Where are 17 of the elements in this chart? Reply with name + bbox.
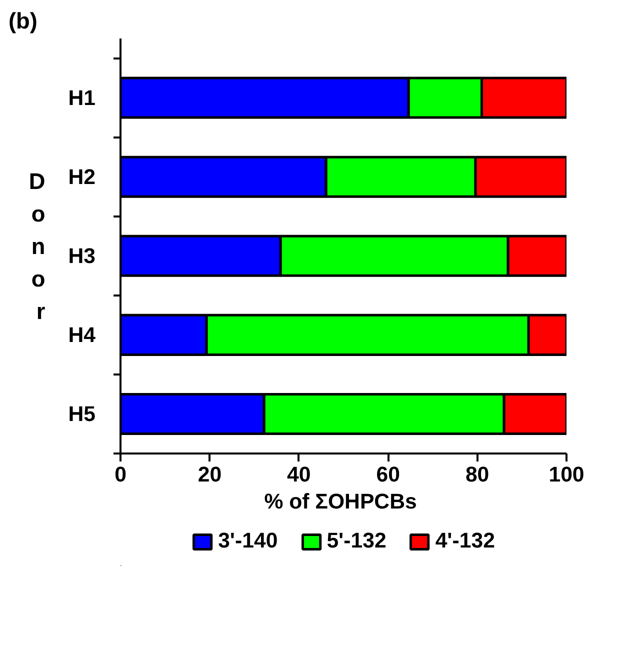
legend-label: 5'-132 xyxy=(326,528,386,554)
legend-label: 3'-140 xyxy=(218,528,278,554)
legend-label: 4'-132 xyxy=(435,528,495,554)
x-tick-label: 60 xyxy=(376,462,400,486)
y-tick-label: H1 xyxy=(68,86,96,110)
y-tick-label: H5 xyxy=(68,402,96,426)
y-tick-label: H3 xyxy=(68,244,96,268)
x-tick-label: 0 xyxy=(114,462,126,486)
x-axis-title: % of ΣOHPCBs xyxy=(264,490,417,514)
y-tick-label: H2 xyxy=(68,164,96,189)
x-tick-label: 20 xyxy=(198,462,222,486)
y-axis-title: Donor xyxy=(28,168,46,324)
y-tick-label: H4 xyxy=(68,322,96,347)
x-tick-label: 80 xyxy=(465,462,490,486)
chart-title: (b) xyxy=(8,8,38,34)
x-tick-label: 40 xyxy=(287,462,311,486)
x-tick-label: 100 xyxy=(548,462,584,486)
